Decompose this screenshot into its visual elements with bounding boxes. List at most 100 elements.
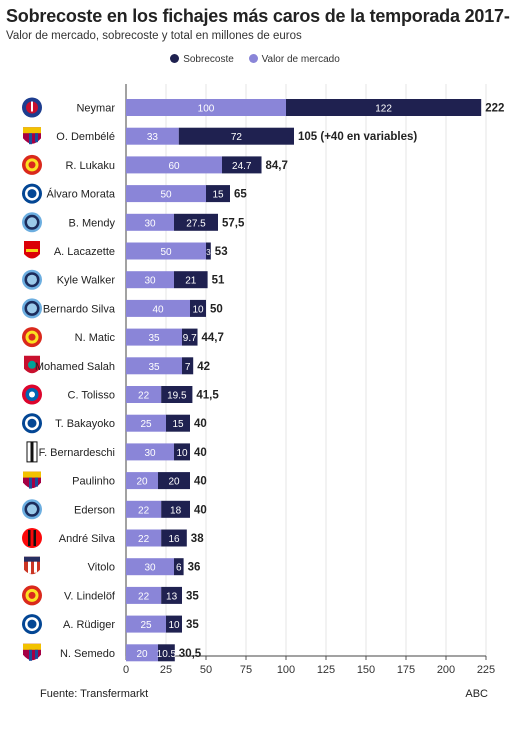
bar-valor-de-mercado — [126, 529, 162, 547]
player-name-label: Vitolo — [88, 562, 115, 574]
data-label-sobrecoste: 10.5 — [157, 649, 177, 660]
bar-sobrecoste — [222, 156, 262, 174]
data-label-valor-de-mercado: 25 — [140, 419, 152, 430]
bar-sobrecoste — [182, 328, 198, 346]
player-name-label: B. Mendy — [69, 217, 116, 229]
bar-valor-de-mercado — [126, 242, 206, 260]
bar-sobrecoste — [161, 386, 193, 403]
atletico-crest-icon — [24, 556, 40, 575]
bar-sobrecoste — [161, 529, 187, 547]
data-label-valor-de-mercado: 20 — [136, 649, 148, 660]
data-label-sobrecoste: 19.5 — [167, 391, 187, 402]
player-name-label: T. Bakayoko — [55, 418, 115, 430]
data-label-total: 105 (+40 en variables) — [298, 131, 417, 143]
x-tick-label: 175 — [397, 664, 415, 676]
bar-valor-de-mercado — [126, 271, 174, 289]
data-label-sobrecoste: 18 — [170, 505, 182, 516]
data-label-total: 42 — [197, 361, 210, 373]
data-label-sobrecoste: 6 — [176, 563, 182, 574]
bar-sobrecoste — [206, 242, 211, 260]
x-tick-label: 25 — [160, 664, 172, 676]
data-label-sobrecoste: 10 — [176, 448, 188, 459]
data-label-total: 35 — [186, 619, 199, 631]
arsenal-crest-icon — [24, 241, 40, 259]
legend-swatch-valor-de-mercado — [248, 54, 258, 63]
x-tick-label: 75 — [240, 664, 252, 676]
bar-valor-de-mercado — [126, 558, 174, 576]
bar-sobrecoste — [166, 414, 190, 432]
juventus-crest-icon — [26, 441, 38, 463]
data-label-sobrecoste: 13 — [166, 591, 178, 602]
data-label-valor-de-mercado: 30 — [144, 276, 156, 287]
data-label-sobrecoste: 16 — [168, 534, 180, 545]
legend-swatch-sobrecoste — [170, 54, 180, 63]
data-label-total: 53 — [215, 246, 228, 258]
bar-valor-de-mercado — [126, 185, 206, 203]
data-label-valor-de-mercado: 35 — [148, 362, 160, 373]
data-label-total: 44,7 — [202, 332, 224, 344]
player-name-label: C. Tolisso — [68, 390, 115, 402]
manchester-united-crest-icon — [22, 154, 42, 175]
x-tick-label: 200 — [437, 664, 455, 676]
player-name-label: Ederson — [74, 504, 115, 516]
bar-sobrecoste — [286, 99, 482, 116]
barcelona-crest-icon — [23, 471, 41, 489]
player-name-label: Mohamed Salah — [35, 361, 115, 373]
legend: Sobrecoste Valor de mercado — [0, 54, 510, 65]
bar-valor-de-mercado — [126, 127, 179, 145]
data-label-valor-de-mercado: 22 — [138, 534, 150, 545]
data-label-valor-de-mercado: 60 — [168, 161, 180, 172]
bar-sobrecoste — [166, 615, 182, 633]
chelsea-crest-icon — [22, 614, 42, 635]
data-label-total: 38 — [191, 533, 204, 545]
legend-item-sobrecoste: Sobrecoste — [170, 54, 234, 65]
bayern-crest-icon — [22, 384, 42, 405]
data-label-total: 51 — [212, 275, 225, 287]
data-label-valor-de-mercado: 30 — [144, 448, 156, 459]
data-label-valor-de-mercado: 22 — [138, 591, 150, 602]
liverpool-crest-icon — [24, 355, 40, 374]
data-label-sobrecoste: 20 — [168, 477, 180, 488]
data-label-valor-de-mercado: 40 — [152, 304, 164, 315]
bar-valor-de-mercado — [126, 213, 174, 231]
manchester-city-crest-icon — [22, 298, 42, 319]
bar-valor-de-mercado — [126, 299, 190, 317]
data-label-sobrecoste: 3 — [206, 248, 211, 257]
x-tick-label: 50 — [200, 664, 212, 676]
player-name-label: Kyle Walker — [57, 275, 116, 287]
bar-valor-de-mercado — [126, 414, 166, 432]
data-label-sobrecoste: 15 — [212, 190, 224, 201]
player-name-label: Álvaro Morata — [47, 188, 116, 201]
data-label-total: 30,5 — [179, 648, 202, 660]
data-label-total: 50 — [210, 303, 223, 315]
bar-sobrecoste — [158, 644, 175, 662]
page-subtitle: Valor de mercado, sobrecoste y total en … — [6, 30, 302, 42]
data-label-valor-de-mercado: 50 — [160, 190, 172, 201]
player-name-label: Neymar — [76, 103, 115, 115]
manchester-united-crest-icon — [22, 585, 42, 606]
x-tick-label: 125 — [317, 664, 335, 676]
bar-sobrecoste — [158, 472, 190, 490]
player-name-label: R. Lukaku — [65, 160, 115, 172]
bar-valor-de-mercado — [126, 443, 174, 461]
data-label-sobrecoste: 15 — [172, 419, 184, 430]
manchester-city-crest-icon — [22, 212, 42, 233]
data-label-valor-de-mercado: 30 — [144, 218, 156, 229]
bar-valor-de-mercado — [126, 472, 158, 490]
bar-valor-de-mercado — [126, 386, 162, 403]
legend-label-sobrecoste: Sobrecoste — [183, 54, 234, 65]
psg-crest-icon — [22, 97, 42, 118]
bar-valor-de-mercado — [126, 586, 162, 604]
bar-valor-de-mercado — [126, 357, 182, 375]
data-label-sobrecoste: 27.5 — [186, 218, 206, 229]
player-name-label: V. Lindelöf — [64, 590, 116, 602]
data-label-total: 65 — [234, 189, 247, 201]
data-label-valor-de-mercado: 25 — [140, 620, 152, 631]
data-label-valor-de-mercado: 50 — [160, 247, 172, 258]
bar-valor-de-mercado — [126, 156, 222, 174]
bar-valor-de-mercado — [126, 99, 286, 116]
data-label-total: 57,5 — [222, 217, 245, 229]
data-label-sobrecoste: 72 — [231, 132, 243, 143]
bar-sobrecoste — [174, 558, 184, 576]
